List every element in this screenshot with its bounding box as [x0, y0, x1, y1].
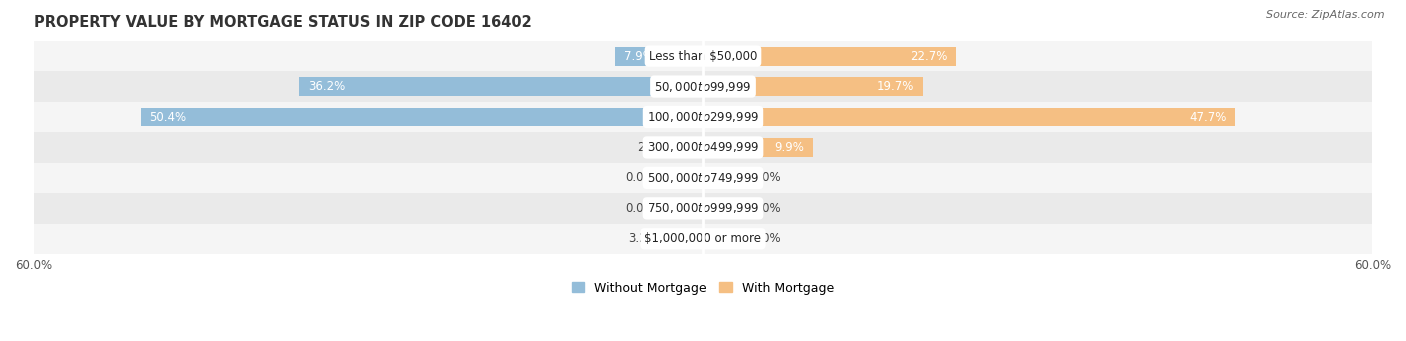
Bar — [703, 47, 956, 65]
Bar — [676, 138, 703, 157]
Text: 2.4%: 2.4% — [637, 141, 668, 154]
Text: 0.0%: 0.0% — [751, 202, 780, 215]
Text: 0.0%: 0.0% — [751, 232, 780, 245]
Text: 47.7%: 47.7% — [1189, 110, 1226, 123]
Text: $500,000 to $749,999: $500,000 to $749,999 — [647, 171, 759, 185]
Bar — [141, 107, 703, 127]
Bar — [299, 77, 703, 96]
Bar — [668, 229, 703, 248]
Text: 7.9%: 7.9% — [624, 49, 654, 63]
Text: 50.4%: 50.4% — [149, 110, 187, 123]
Text: 22.7%: 22.7% — [910, 49, 948, 63]
Bar — [703, 168, 742, 187]
Text: 19.7%: 19.7% — [876, 80, 914, 93]
Text: PROPERTY VALUE BY MORTGAGE STATUS IN ZIP CODE 16402: PROPERTY VALUE BY MORTGAGE STATUS IN ZIP… — [34, 15, 531, 30]
Bar — [34, 132, 1372, 163]
Text: Less than $50,000: Less than $50,000 — [648, 49, 758, 63]
Text: 36.2%: 36.2% — [308, 80, 346, 93]
Bar — [614, 47, 703, 65]
Text: 9.9%: 9.9% — [775, 141, 804, 154]
Text: $1,000,000 or more: $1,000,000 or more — [644, 232, 762, 245]
Bar — [664, 199, 703, 218]
Bar — [34, 102, 1372, 132]
Bar — [703, 77, 922, 96]
Bar — [34, 71, 1372, 102]
Bar — [34, 163, 1372, 193]
Text: 0.0%: 0.0% — [626, 202, 655, 215]
Bar — [703, 138, 814, 157]
Text: $750,000 to $999,999: $750,000 to $999,999 — [647, 201, 759, 216]
Bar — [703, 229, 742, 248]
Text: $50,000 to $99,999: $50,000 to $99,999 — [654, 79, 752, 93]
Bar — [34, 41, 1372, 71]
Bar — [703, 199, 742, 218]
Bar — [34, 193, 1372, 224]
Text: 3.2%: 3.2% — [628, 232, 658, 245]
Bar — [664, 168, 703, 187]
Text: 0.0%: 0.0% — [626, 172, 655, 184]
Text: Source: ZipAtlas.com: Source: ZipAtlas.com — [1267, 10, 1385, 20]
Text: $300,000 to $499,999: $300,000 to $499,999 — [647, 140, 759, 154]
Text: 0.0%: 0.0% — [751, 172, 780, 184]
Bar — [703, 107, 1236, 127]
Legend: Without Mortgage, With Mortgage: Without Mortgage, With Mortgage — [572, 282, 834, 295]
Text: $100,000 to $299,999: $100,000 to $299,999 — [647, 110, 759, 124]
Bar — [34, 224, 1372, 254]
